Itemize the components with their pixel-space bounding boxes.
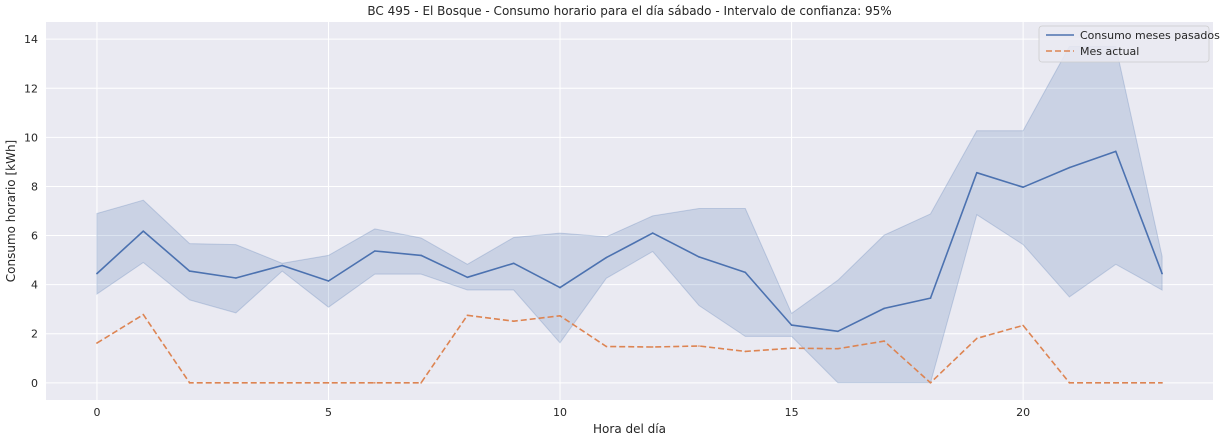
data-point: [466, 276, 469, 279]
data-point: [142, 230, 145, 232]
data-point: [651, 232, 654, 234]
data-point: [327, 280, 330, 282]
data-point: [1068, 382, 1071, 384]
legend: Consumo meses pasados Mes actual: [1038, 25, 1220, 63]
legend-box: [1038, 25, 1210, 63]
data-point: [559, 315, 561, 317]
legend-label-consumo-meses-pasados: Consumo meses pasados: [1080, 29, 1220, 42]
data-point: [790, 324, 793, 326]
data-point: [790, 347, 793, 350]
y-tick-label: 6: [31, 230, 38, 243]
data-point: [235, 382, 237, 384]
data-point: [1114, 150, 1117, 153]
series-line-mes-actual: [96, 313, 1163, 384]
data-point: [373, 382, 376, 384]
y-tick-label: 4: [31, 279, 38, 292]
y-tick-label: 14: [24, 33, 38, 46]
confidence-band-consumo-meses-pasados: [96, 46, 1163, 384]
data-point: [837, 347, 839, 350]
y-tick-label: 10: [24, 131, 38, 144]
data-point: [373, 250, 376, 252]
x-tick-label: 0: [93, 406, 100, 419]
series-layer: [96, 46, 1163, 384]
data-point: [883, 340, 886, 342]
data-point: [976, 337, 978, 340]
y-tick-label: 12: [24, 82, 38, 95]
data-point: [1161, 272, 1163, 275]
data-point: [976, 171, 978, 174]
data-point: [605, 345, 608, 348]
data-point: [96, 342, 98, 344]
data-point: [188, 270, 191, 272]
data-point: [235, 277, 237, 279]
data-point: [512, 262, 515, 265]
y-axis-label: Consumo horario [kWh]: [4, 140, 18, 282]
data-point: [698, 256, 700, 258]
y-tick-label: 0: [31, 377, 38, 390]
data-point: [420, 254, 422, 257]
chart-title: BC 495 - El Bosque - Consumo horario par…: [367, 4, 891, 18]
data-point: [1114, 382, 1117, 384]
data-point: [188, 382, 191, 384]
x-tick-label: 20: [1016, 406, 1030, 419]
data-point: [327, 382, 330, 384]
data-point: [605, 256, 608, 259]
data-point: [651, 346, 654, 348]
legend-label-mes-actual: Mes actual: [1080, 45, 1139, 58]
data-point: [281, 264, 283, 267]
data-point: [96, 272, 98, 275]
plot-background: [46, 22, 1213, 400]
data-point: [744, 350, 747, 353]
data-point: [512, 320, 515, 323]
data-point: [698, 345, 700, 347]
data-point: [1068, 166, 1071, 169]
grid-lines: [46, 22, 1213, 400]
data-point: [559, 286, 561, 289]
data-point: [281, 382, 283, 384]
data-point: [837, 330, 839, 333]
y-tick-label: 8: [31, 180, 38, 193]
data-point: [1022, 324, 1024, 327]
data-point: [744, 271, 747, 274]
x-tick-label: 10: [553, 406, 567, 419]
data-point: [929, 297, 932, 299]
data-point: [142, 313, 145, 316]
data-point: [1022, 186, 1024, 188]
data-point: [420, 382, 422, 384]
x-tick-label: 5: [325, 406, 332, 419]
tick-labels: 0 5 10 15 20 0 2 4 6 8 10 12 14: [24, 33, 1030, 419]
x-axis-label: Hora del día: [593, 422, 666, 436]
x-tick-label: 15: [785, 406, 799, 419]
data-point: [929, 382, 932, 384]
data-point: [883, 307, 886, 310]
y-tick-label: 2: [31, 328, 38, 341]
data-point: [1161, 382, 1163, 384]
series-line-consumo-meses-pasados: [96, 150, 1163, 333]
data-point: [466, 314, 469, 317]
